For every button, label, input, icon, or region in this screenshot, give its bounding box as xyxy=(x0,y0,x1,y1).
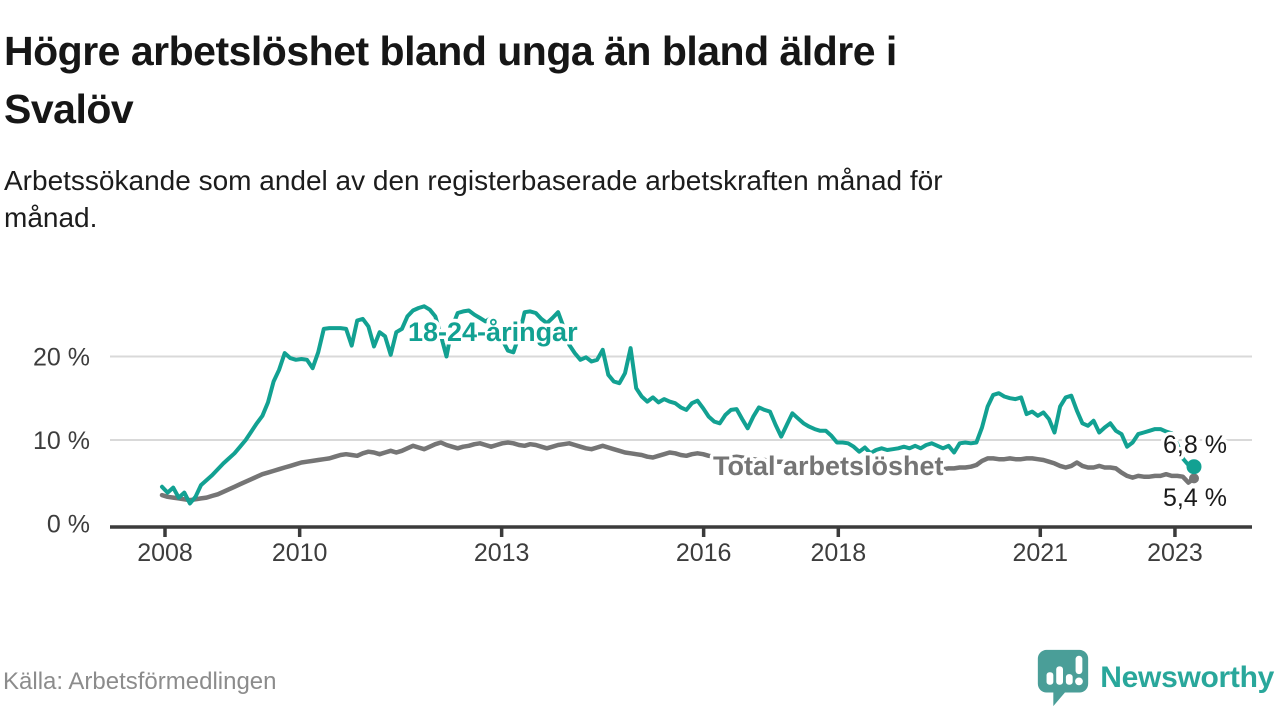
x-tick-label-2018: 2018 xyxy=(810,539,866,567)
page-title: Högre arbetslöshet bland unga än bland ä… xyxy=(4,28,897,132)
chart-subtitle: Arbetssökande som andel av den registerb… xyxy=(4,165,943,233)
youth-line-end-dot xyxy=(1186,459,1202,475)
youth-end-value-label: 6,8 % xyxy=(1163,431,1227,459)
gridlines xyxy=(110,355,1252,441)
x-tick-label-2016: 2016 xyxy=(676,539,732,567)
y-tick-label-20pct: 20 % xyxy=(33,343,90,371)
x-tick-label-2013: 2013 xyxy=(474,539,530,567)
source-note: Källa: Arbetsförmedlingen xyxy=(3,668,277,695)
brand-wordmark: Newsworthy xyxy=(1100,661,1274,694)
x-tick-label-2008: 2008 xyxy=(137,539,193,567)
brand-logo: Newsworthy xyxy=(1035,648,1274,708)
youth-series-label: 18-24-åringar xyxy=(408,317,578,347)
y-tick-label-0pct: 0 % xyxy=(47,511,90,539)
y-tick-label-10pct: 10 % xyxy=(33,427,90,455)
x-tick-label-2010: 2010 xyxy=(272,539,328,567)
total-unemployment-line xyxy=(159,440,1197,503)
youth-unemployment-line xyxy=(160,304,1196,506)
total-line-end-dot xyxy=(1189,473,1199,484)
x-axis-labels: 2008 2010 2013 2016 2018 2021 2023 xyxy=(137,539,1203,567)
total-series-label: Total arbetslöshet xyxy=(713,451,944,481)
y-axis-labels: 0 % 10 % 20 % xyxy=(33,343,90,538)
speech-bubble-bar-chart-icon xyxy=(1038,649,1089,707)
x-tick-label-2021: 2021 xyxy=(1012,539,1068,567)
x-tick-label-2023: 2023 xyxy=(1147,539,1203,567)
total-end-value-label: 5,4 % xyxy=(1163,484,1227,512)
x-axis xyxy=(110,525,1252,537)
